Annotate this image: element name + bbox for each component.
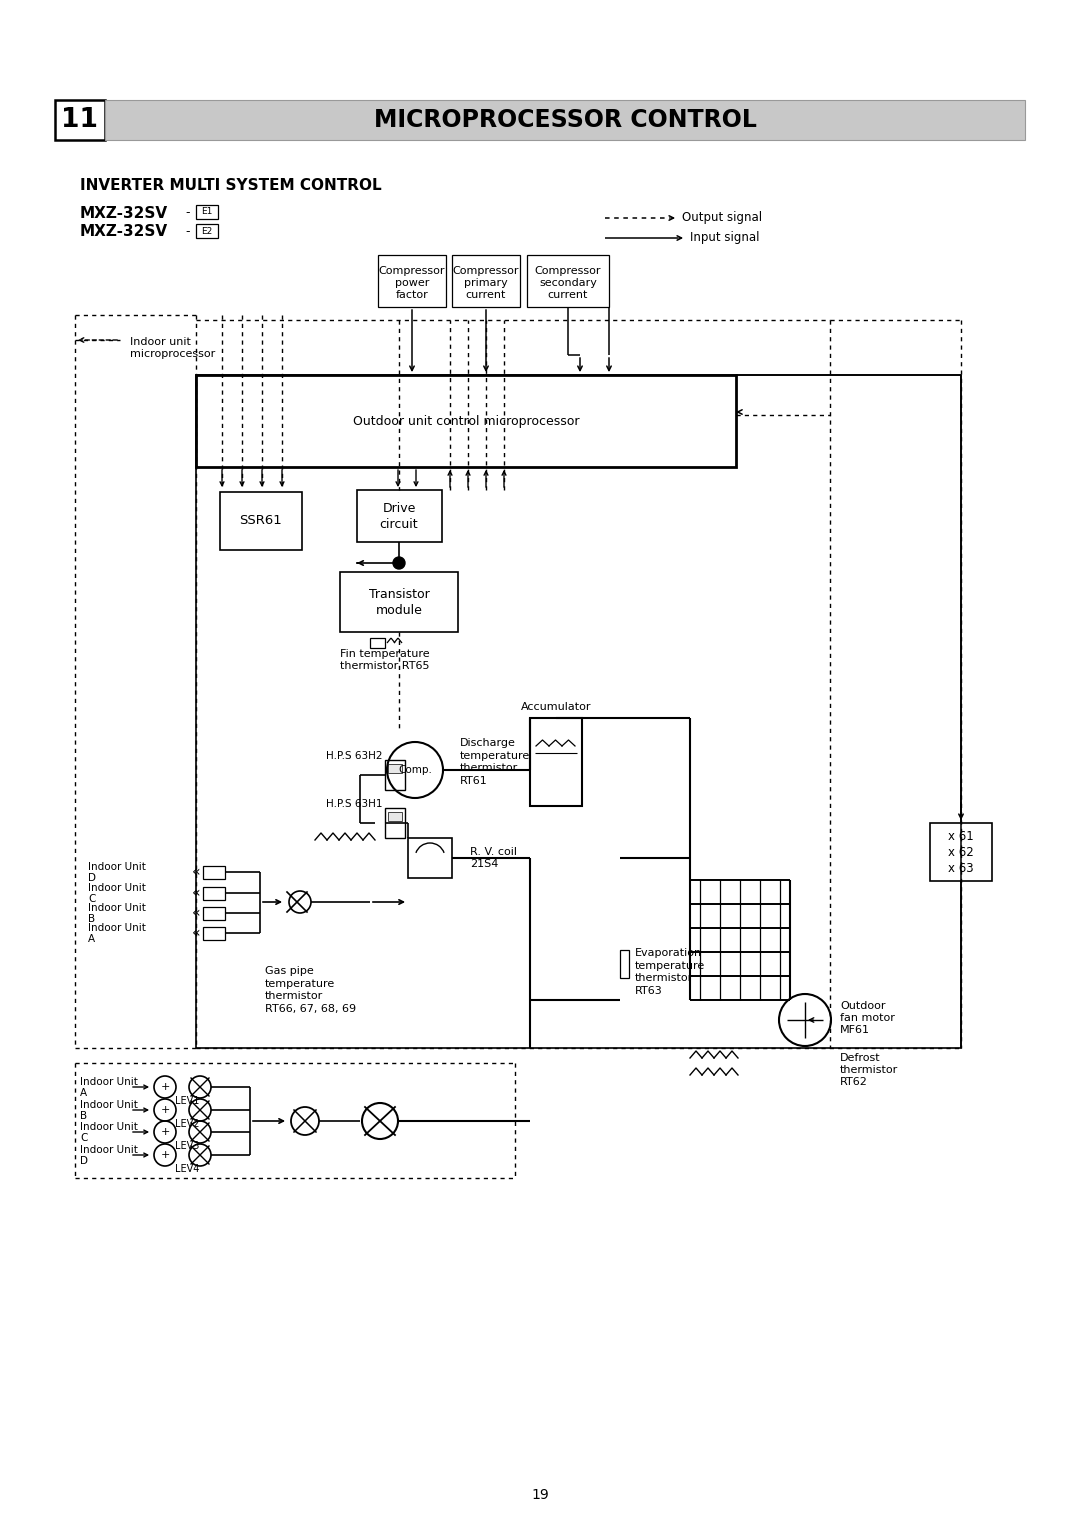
Bar: [203, 926, 225, 940]
Bar: [195, 205, 218, 219]
Bar: [370, 638, 384, 648]
Text: Indoor unit
microprocessor: Indoor unit microprocessor: [130, 337, 215, 360]
Bar: [220, 491, 302, 550]
Text: Output signal: Output signal: [681, 211, 762, 225]
Text: Outdoor
fan motor
MF61: Outdoor fan motor MF61: [840, 1001, 895, 1035]
Text: +: +: [160, 1127, 170, 1138]
Bar: [384, 759, 405, 790]
Text: MICROPROCESSOR CONTROL: MICROPROCESSOR CONTROL: [374, 109, 756, 132]
Bar: [357, 490, 442, 542]
Bar: [340, 573, 458, 632]
Text: Transistor
module: Transistor module: [368, 588, 430, 617]
Bar: [384, 808, 405, 837]
Text: A: A: [87, 934, 95, 945]
Text: Drive
circuit: Drive circuit: [380, 502, 418, 531]
Text: MXZ-32SV: MXZ-32SV: [80, 225, 168, 239]
Text: E1: E1: [201, 208, 213, 216]
Text: C: C: [87, 894, 95, 903]
Text: Input signal: Input signal: [690, 231, 759, 245]
Text: Indoor Unit: Indoor Unit: [87, 862, 146, 873]
Bar: [388, 811, 402, 821]
Text: Indoor Unit: Indoor Unit: [87, 903, 146, 912]
Text: C: C: [80, 1133, 87, 1144]
Text: B: B: [87, 914, 95, 925]
Text: D: D: [87, 873, 96, 883]
Text: Indoor Unit: Indoor Unit: [80, 1099, 138, 1110]
Bar: [530, 718, 582, 805]
Text: Indoor Unit: Indoor Unit: [87, 883, 146, 893]
Text: 11: 11: [62, 107, 98, 133]
Bar: [105, 100, 1025, 139]
Text: MXZ-32SV: MXZ-32SV: [80, 205, 168, 220]
Text: Indoor Unit: Indoor Unit: [80, 1145, 138, 1154]
Text: H.P.S 63H2: H.P.S 63H2: [325, 752, 382, 761]
Text: SSR61: SSR61: [240, 514, 282, 528]
Bar: [203, 906, 225, 920]
Text: B: B: [80, 1112, 87, 1121]
Bar: [195, 224, 218, 237]
Bar: [55, 100, 105, 139]
Text: «: «: [192, 886, 200, 900]
Text: «: «: [192, 906, 200, 920]
Text: +: +: [160, 1150, 170, 1160]
Text: +: +: [160, 1105, 170, 1115]
Text: Outdoor unit control microprocessor: Outdoor unit control microprocessor: [353, 415, 579, 427]
Text: Indoor Unit: Indoor Unit: [87, 923, 146, 932]
Text: Comp.: Comp.: [399, 766, 432, 775]
Bar: [195, 375, 735, 467]
Text: Gas pipe
temperature
thermistor
RT66, 67, 68, 69: Gas pipe temperature thermistor RT66, 67…: [265, 966, 356, 1014]
Text: LEV4: LEV4: [175, 1164, 200, 1174]
Text: R. V. coil
21S4: R. V. coil 21S4: [470, 847, 517, 870]
Text: Indoor Unit: Indoor Unit: [80, 1076, 138, 1087]
Text: x 61
x 62
x 63: x 61 x 62 x 63: [948, 830, 974, 874]
Bar: [527, 256, 609, 308]
Text: Defrost
thermistor
RT62: Defrost thermistor RT62: [840, 1053, 899, 1087]
Bar: [378, 256, 446, 308]
Text: +: +: [160, 1082, 170, 1092]
Text: 19: 19: [531, 1488, 549, 1502]
Text: LEV1: LEV1: [175, 1096, 200, 1105]
Text: Indoor Unit: Indoor Unit: [80, 1122, 138, 1131]
Text: E2: E2: [201, 227, 213, 236]
Bar: [408, 837, 453, 877]
Text: -: -: [185, 207, 189, 219]
Bar: [930, 824, 993, 880]
Text: Evaporation
temperature
thermistor
RT63: Evaporation temperature thermistor RT63: [635, 948, 705, 995]
Bar: [195, 375, 961, 1049]
Bar: [287, 893, 307, 912]
Bar: [203, 867, 225, 879]
Text: Discharge
temperature
thermistor
RT61: Discharge temperature thermistor RT61: [460, 738, 530, 785]
Bar: [453, 256, 519, 308]
Text: LEV2: LEV2: [175, 1119, 200, 1128]
Bar: [203, 886, 225, 900]
Text: LEV3: LEV3: [175, 1141, 200, 1151]
Text: Compressor
primary
current: Compressor primary current: [453, 265, 519, 300]
Text: H.P.S 63H1: H.P.S 63H1: [325, 799, 382, 808]
Text: Fin temperature
thermistor RT65: Fin temperature thermistor RT65: [340, 649, 430, 671]
Text: D: D: [80, 1156, 87, 1167]
Bar: [620, 951, 629, 978]
Text: INVERTER MULTI SYSTEM CONTROL: INVERTER MULTI SYSTEM CONTROL: [80, 178, 381, 193]
Text: Compressor
power
factor: Compressor power factor: [379, 265, 445, 300]
Text: «: «: [192, 926, 200, 940]
Bar: [388, 764, 402, 773]
Text: Compressor
secondary
current: Compressor secondary current: [535, 265, 602, 300]
Circle shape: [393, 557, 405, 570]
Text: -: -: [185, 225, 189, 239]
Text: Accumulator: Accumulator: [521, 703, 591, 712]
Text: A: A: [80, 1089, 87, 1098]
Text: «: «: [192, 865, 200, 879]
